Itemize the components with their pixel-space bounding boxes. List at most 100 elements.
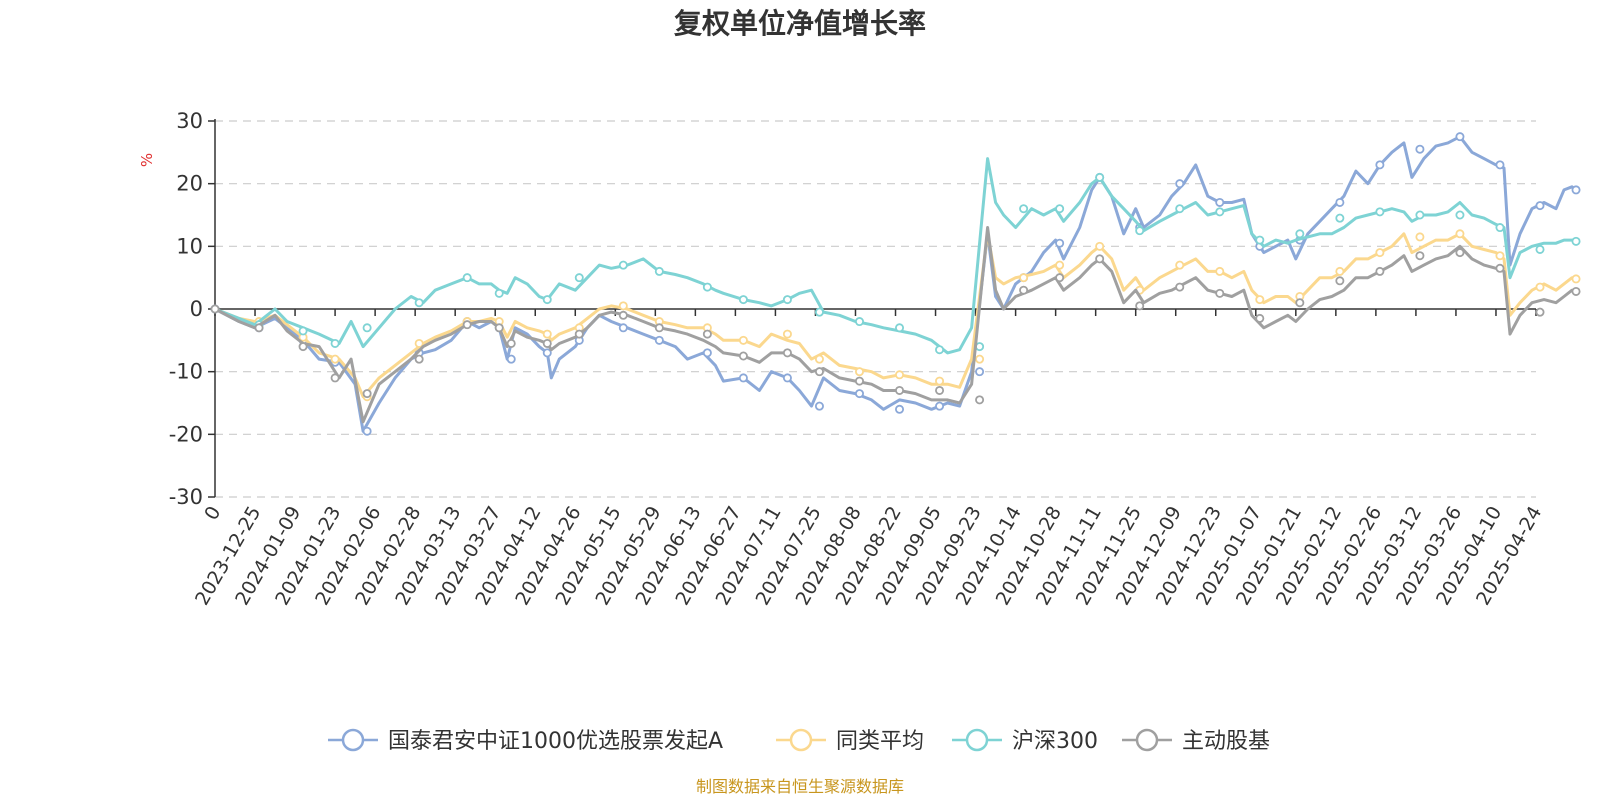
data-point (1415, 232, 1425, 242)
data-point (1019, 204, 1029, 214)
data-point (1535, 244, 1545, 254)
data-point (298, 326, 308, 336)
data-point (895, 404, 905, 414)
data-point (414, 354, 424, 364)
data-point (1495, 251, 1505, 261)
series-line (213, 135, 1578, 433)
data-point (1255, 313, 1265, 323)
data-point (362, 323, 372, 333)
data-point (1495, 263, 1505, 273)
grid-lines (215, 120, 1536, 498)
series-line (213, 232, 1578, 399)
data-point (506, 354, 516, 364)
data-point (1535, 307, 1545, 317)
x-tick-label: 0 (200, 503, 225, 524)
data-point (1375, 207, 1385, 217)
data-point (1571, 274, 1581, 284)
data-point (462, 320, 472, 330)
data-point (814, 354, 824, 364)
legend-item[interactable]: 国泰君安中证1000优选股票发起A (328, 728, 723, 754)
data-point (618, 323, 628, 333)
data-point (1335, 197, 1345, 207)
y-tick-label: 20 (176, 172, 203, 196)
data-point (210, 304, 220, 314)
data-point (1095, 241, 1105, 251)
y-tick-label: -20 (169, 422, 203, 446)
data-point (618, 260, 628, 270)
data-point (1135, 226, 1145, 236)
data-point (1055, 204, 1065, 214)
data-point (1135, 301, 1145, 311)
legend-label: 沪深300 (1012, 729, 1098, 754)
data-point (895, 385, 905, 395)
data-point (935, 401, 945, 411)
data-point (1295, 229, 1305, 239)
legend-marker-icon (965, 728, 989, 752)
axes (214, 119, 1536, 497)
x-axis-ticks: 02023-12-252024-01-092024-01-232024-02-0… (191, 309, 1546, 609)
legend-item[interactable]: 同类平均 (776, 728, 924, 754)
data-point (975, 395, 985, 405)
data-point (1535, 282, 1545, 292)
data-point (1571, 286, 1581, 296)
source-note: 制图数据来自恒生聚源数据库 (696, 777, 904, 796)
data-point (814, 307, 824, 317)
data-point (1019, 273, 1029, 283)
data-point (702, 348, 712, 358)
data-point (854, 317, 864, 327)
data-point (782, 329, 792, 339)
data-point (362, 389, 372, 399)
legend-item[interactable]: 主动股基 (1122, 728, 1270, 754)
data-point (462, 273, 472, 283)
data-point (1215, 197, 1225, 207)
data-point (298, 342, 308, 352)
data-point (1095, 254, 1105, 264)
legend-marker-icon (341, 728, 365, 752)
data-point (654, 335, 664, 345)
data-point (618, 301, 628, 311)
legend-item[interactable]: 沪深300 (952, 728, 1098, 754)
y-tick-label: -10 (169, 360, 203, 384)
data-point (654, 323, 664, 333)
data-point (618, 310, 628, 320)
data-point (506, 338, 516, 348)
data-point (1095, 172, 1105, 182)
y-tick-label: -30 (169, 485, 203, 509)
data-point (782, 348, 792, 358)
data-point (1455, 132, 1465, 142)
data-point (494, 288, 504, 298)
data-point (1415, 144, 1425, 154)
legend[interactable]: 国泰君安中证1000优选股票发起A 同类平均 沪深300 主动股基 (328, 728, 1270, 754)
data-point (738, 351, 748, 361)
series-group (213, 157, 1581, 355)
series-group (210, 226, 1581, 424)
data-point (654, 266, 664, 276)
y-tick-label: 30 (176, 109, 203, 133)
data-point (1175, 260, 1185, 270)
data-point (1175, 179, 1185, 189)
data-point (738, 335, 748, 345)
data-point (542, 338, 552, 348)
data-point (330, 354, 340, 364)
data-point (782, 295, 792, 305)
data-point (935, 376, 945, 386)
data-point (1255, 295, 1265, 305)
data-point (362, 426, 372, 436)
data-point (1415, 251, 1425, 261)
series-line (213, 226, 1578, 424)
data-point (814, 367, 824, 377)
data-point (854, 367, 864, 377)
legend-label: 国泰君安中证1000优选股票发起A (388, 729, 723, 754)
data-point (574, 273, 584, 283)
data-point (1055, 260, 1065, 270)
data-point (1055, 238, 1065, 248)
data-point (1571, 185, 1581, 195)
data-point (1335, 213, 1345, 223)
data-point (1255, 235, 1265, 245)
data-point (935, 385, 945, 395)
data-point (1175, 204, 1185, 214)
data-point (975, 367, 985, 377)
data-point (738, 373, 748, 383)
data-point (1019, 285, 1029, 295)
